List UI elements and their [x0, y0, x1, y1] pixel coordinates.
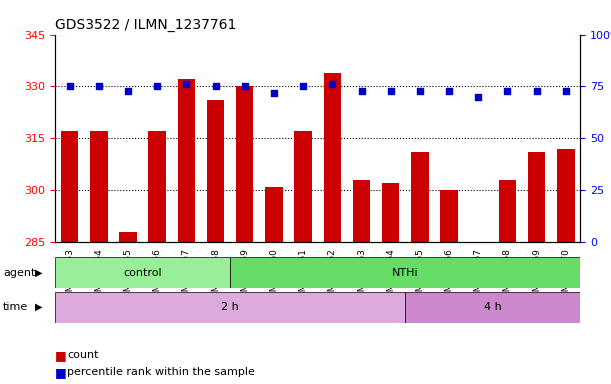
- Text: control: control: [123, 268, 162, 278]
- Bar: [230, 257, 580, 288]
- Text: 2 h: 2 h: [221, 302, 239, 312]
- Bar: [353, 180, 370, 242]
- Point: [123, 88, 133, 94]
- Bar: [528, 152, 546, 242]
- Point: [474, 94, 483, 100]
- Text: ▶: ▶: [35, 268, 43, 278]
- Text: agent: agent: [3, 268, 35, 278]
- Text: ■: ■: [55, 366, 67, 379]
- Bar: [441, 190, 458, 242]
- Point: [181, 81, 191, 88]
- Bar: [90, 131, 108, 242]
- Text: count: count: [67, 350, 99, 360]
- Point: [444, 88, 454, 94]
- Bar: [55, 292, 405, 323]
- Text: NTHi: NTHi: [392, 268, 419, 278]
- Point: [211, 83, 221, 89]
- Bar: [236, 86, 254, 242]
- Text: 4 h: 4 h: [484, 302, 502, 312]
- Point: [386, 88, 395, 94]
- Text: percentile rank within the sample: percentile rank within the sample: [67, 367, 255, 377]
- Bar: [499, 180, 516, 242]
- Text: ▶: ▶: [35, 302, 43, 312]
- Bar: [295, 131, 312, 242]
- Point: [503, 88, 513, 94]
- Point: [327, 81, 337, 88]
- Point: [269, 89, 279, 96]
- Bar: [557, 149, 574, 242]
- Point: [152, 83, 162, 89]
- Bar: [265, 187, 283, 242]
- Bar: [411, 152, 429, 242]
- Point: [357, 88, 367, 94]
- Text: GDS3522 / ILMN_1237761: GDS3522 / ILMN_1237761: [55, 18, 236, 32]
- Point: [298, 83, 308, 89]
- Bar: [324, 73, 341, 242]
- Point: [65, 83, 75, 89]
- Point: [415, 88, 425, 94]
- Bar: [119, 232, 137, 242]
- Point: [240, 83, 250, 89]
- Bar: [61, 131, 78, 242]
- Bar: [178, 79, 195, 242]
- Bar: [55, 257, 230, 288]
- Bar: [207, 100, 224, 242]
- Point: [561, 88, 571, 94]
- Point: [94, 83, 104, 89]
- Bar: [382, 183, 400, 242]
- Point: [532, 88, 541, 94]
- Text: time: time: [3, 302, 28, 312]
- Bar: [405, 292, 580, 323]
- Text: ■: ■: [55, 349, 67, 362]
- Bar: [148, 131, 166, 242]
